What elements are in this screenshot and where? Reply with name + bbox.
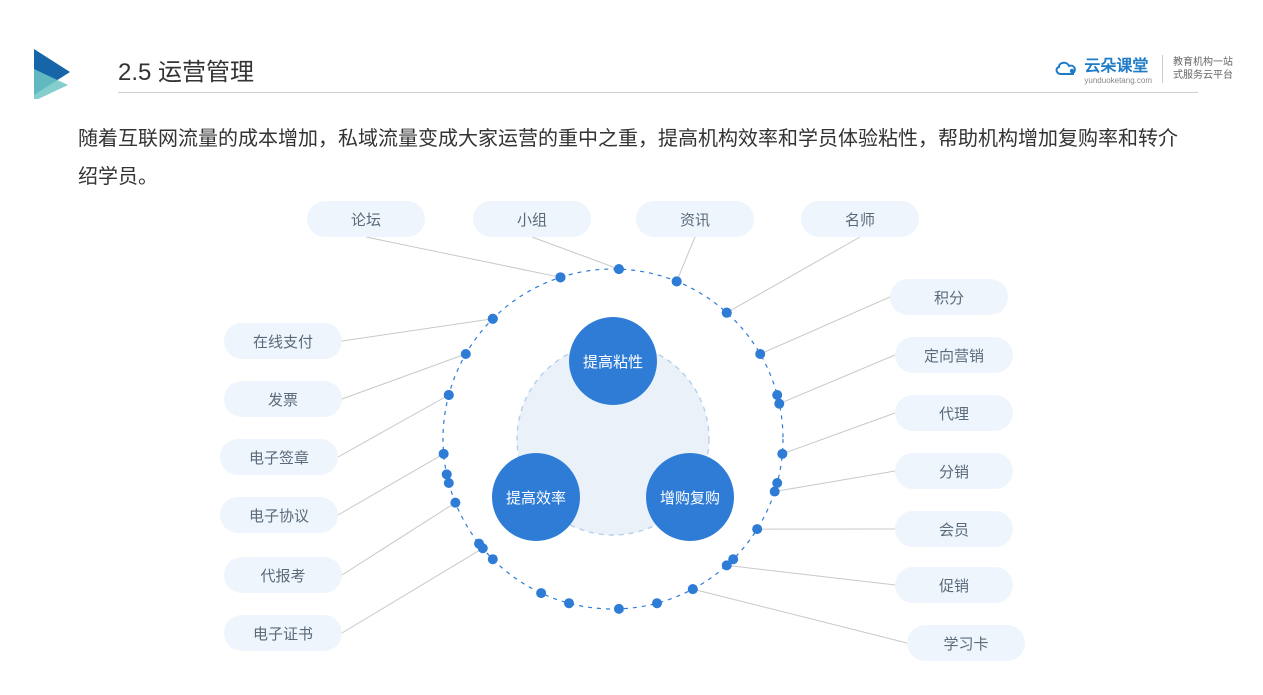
logo-divider <box>1162 55 1163 83</box>
pill-invoice: 发票 <box>224 381 342 417</box>
title-underline <box>118 92 1198 93</box>
cloud-icon <box>1054 58 1080 80</box>
pill-studycard: 学习卡 <box>907 625 1025 661</box>
pill-agent: 代理 <box>895 395 1013 431</box>
pill-eagreement: 电子协议 <box>220 497 338 533</box>
pill-ecert: 电子证书 <box>224 615 342 651</box>
pill-forum: 论坛 <box>307 201 425 237</box>
diagram-svg <box>0 185 1263 695</box>
pill-targeted: 定向营销 <box>895 337 1013 373</box>
pill-teacher: 名师 <box>801 201 919 237</box>
brand-logo: 云朵课堂 yunduoketang.com 教育机构一站 式服务云平台 <box>1054 52 1233 85</box>
operations-diagram: 论坛 小组 资讯 名师在线支付发票电子签章电子协议代报考电子证书 积分定向营销代理分销会… <box>0 185 1263 695</box>
hub-efficiency: 提高效率 <box>492 453 580 541</box>
pill-points: 积分 <box>890 279 1008 315</box>
pill-esign: 电子签章 <box>220 439 338 475</box>
pill-group: 小组 <box>473 201 591 237</box>
hub-stickiness: 提高粘性 <box>569 317 657 405</box>
logo-subtext: yunduoketang.com <box>1084 76 1152 85</box>
pill-distribution: 分销 <box>895 453 1013 489</box>
hub-repurchase: 增购复购 <box>646 453 734 541</box>
slide-header: 2.5 运营管理 云朵课堂 yunduoketang.com 教育机构一站 式服… <box>0 30 1263 90</box>
pill-promo: 促销 <box>895 567 1013 603</box>
pill-proxy-exam: 代报考 <box>224 557 342 593</box>
logo-tagline: 教育机构一站 式服务云平台 <box>1173 56 1233 82</box>
section-arrow-icon <box>30 45 84 104</box>
pill-online-pay: 在线支付 <box>224 323 342 359</box>
section-title: 2.5 运营管理 <box>118 52 254 87</box>
pill-news: 资讯 <box>636 201 754 237</box>
logo-brand-text: 云朵课堂 <box>1084 58 1148 75</box>
pill-member: 会员 <box>895 511 1013 547</box>
